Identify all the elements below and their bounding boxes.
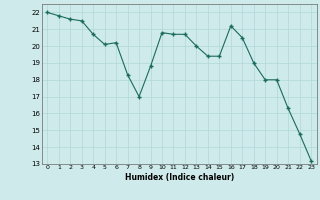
X-axis label: Humidex (Indice chaleur): Humidex (Indice chaleur) [124, 173, 234, 182]
